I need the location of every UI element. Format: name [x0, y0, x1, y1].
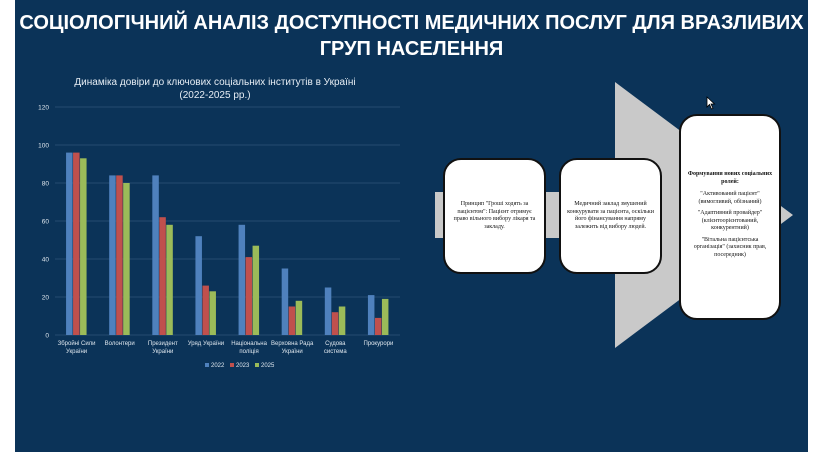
bar-2023-4	[245, 257, 253, 335]
box3-role-1: "Активований пацієнт" (вимогливий, обізн…	[698, 191, 762, 205]
diagram-box-social-roles: Формування нових соціальних ролей: "Акти…	[679, 114, 781, 320]
bar-2025-4	[252, 245, 260, 335]
bar-2025-6	[338, 306, 346, 335]
box1-text: Принцип "Гроші ходять за пацієнтом": Пац…	[453, 201, 536, 230]
bar-2022-0	[66, 152, 73, 335]
x-tick-label-line: України	[66, 349, 87, 355]
legend-swatch-2025	[255, 363, 259, 367]
x-tick-label-line: Судова	[325, 341, 346, 347]
chart-title-line2: (2022-2025 рр.)	[179, 90, 251, 101]
x-tick-label-line: України	[282, 349, 303, 355]
x-tick-label: Волонтери	[105, 341, 135, 347]
bar-2023-7	[374, 317, 382, 335]
x-tick-label-line: України	[152, 349, 173, 355]
x-tick-label: Судова система	[324, 341, 347, 355]
bar-2022-7	[367, 295, 375, 335]
bar-2025-1	[123, 183, 130, 335]
box3-role-3: "Вітальна пацієнтська організація" (захи…	[693, 236, 767, 258]
legend-swatch-2023	[230, 363, 234, 367]
y-tick-label: 100	[38, 143, 49, 150]
x-tick-label-line: Верховна Рада	[271, 341, 314, 347]
chart-title: Динаміка довіри до ключових соціальних і…	[35, 76, 395, 102]
box2-text: Медичний заклад змушений конкурувати за …	[567, 201, 654, 230]
chart-title-line1: Динаміка довіри до ключових соціальних і…	[74, 77, 356, 88]
bar-2022-3	[195, 236, 202, 335]
x-tick-label-line: система	[324, 349, 347, 355]
legend-label: 2025	[261, 363, 275, 369]
y-tick-label: 20	[42, 295, 50, 302]
slide-title: СОЦІОЛОГІЧНИЙ АНАЛІЗ ДОСТУПНОСТІ МЕДИЧНИ…	[19, 12, 804, 60]
x-tick-label: Верховна Рада України	[271, 341, 314, 355]
bar-2022-1	[109, 175, 116, 335]
bar-2023-5	[288, 306, 296, 335]
mouse-cursor-icon	[706, 96, 716, 110]
presentation-slide: СОЦІОЛОГІЧНИЙ АНАЛІЗ ДОСТУПНОСТІ МЕДИЧНИ…	[15, 0, 808, 452]
x-tick-label: Національна поліція	[231, 341, 267, 355]
x-tick-label-line: Уряд України	[188, 341, 224, 347]
bar-2025-2	[166, 224, 173, 335]
x-tick-label: Уряд України	[188, 341, 224, 347]
x-tick-label-line: Волонтери	[105, 341, 135, 347]
diagram-box-patient-choice: Принцип "Гроші ходять за пацієнтом": Пац…	[443, 158, 546, 274]
y-tick-label: 60	[42, 219, 50, 226]
y-tick-label: 40	[42, 257, 50, 264]
bar-2025-7	[381, 298, 389, 335]
bar-2022-5	[281, 268, 289, 335]
x-tick-label-line: поліція	[239, 349, 258, 355]
bar-2022-2	[152, 175, 159, 335]
x-tick-label-line: Збройні Сили	[58, 340, 96, 347]
y-tick-label: 120	[38, 105, 49, 112]
x-tick-label-line: Прокурори	[363, 341, 393, 347]
bar-2023-2	[159, 217, 166, 335]
x-tick-label: Прокурори	[363, 341, 393, 347]
bar-2023-3	[202, 285, 209, 335]
legend-label: 2022	[211, 363, 225, 369]
y-tick-label: 0	[45, 333, 49, 340]
bar-2022-4	[238, 224, 246, 335]
bar-2023-1	[116, 175, 123, 335]
y-tick-label: 80	[42, 181, 50, 188]
bar-2022-6	[324, 287, 332, 335]
bar-2025-3	[209, 291, 216, 335]
bar-2023-0	[73, 152, 80, 335]
bar-2025-0	[80, 158, 87, 335]
x-tick-label: Збройні Сили України	[58, 340, 96, 355]
box3-title: Формування нових соціальних ролей:	[687, 171, 773, 185]
box3-role-2: "Адаптивний провайдер" (клієнтоорієнтова…	[697, 210, 763, 231]
legend-label: 2023	[236, 363, 250, 369]
bar-chart: 0 20 40 60 80 100 120 Збройні Сили України Волонт…	[38, 105, 400, 369]
legend-swatch-2022	[205, 363, 209, 367]
bar-2025-5	[295, 300, 303, 335]
x-tick-label-line: Національна	[231, 341, 267, 347]
diagram-box-facility-competition: Медичний заклад змушений конкурувати за …	[559, 158, 662, 274]
x-tick-label-line: Президент	[148, 341, 178, 347]
bar-2023-6	[331, 312, 339, 335]
x-tick-label: Президент України	[148, 341, 178, 355]
